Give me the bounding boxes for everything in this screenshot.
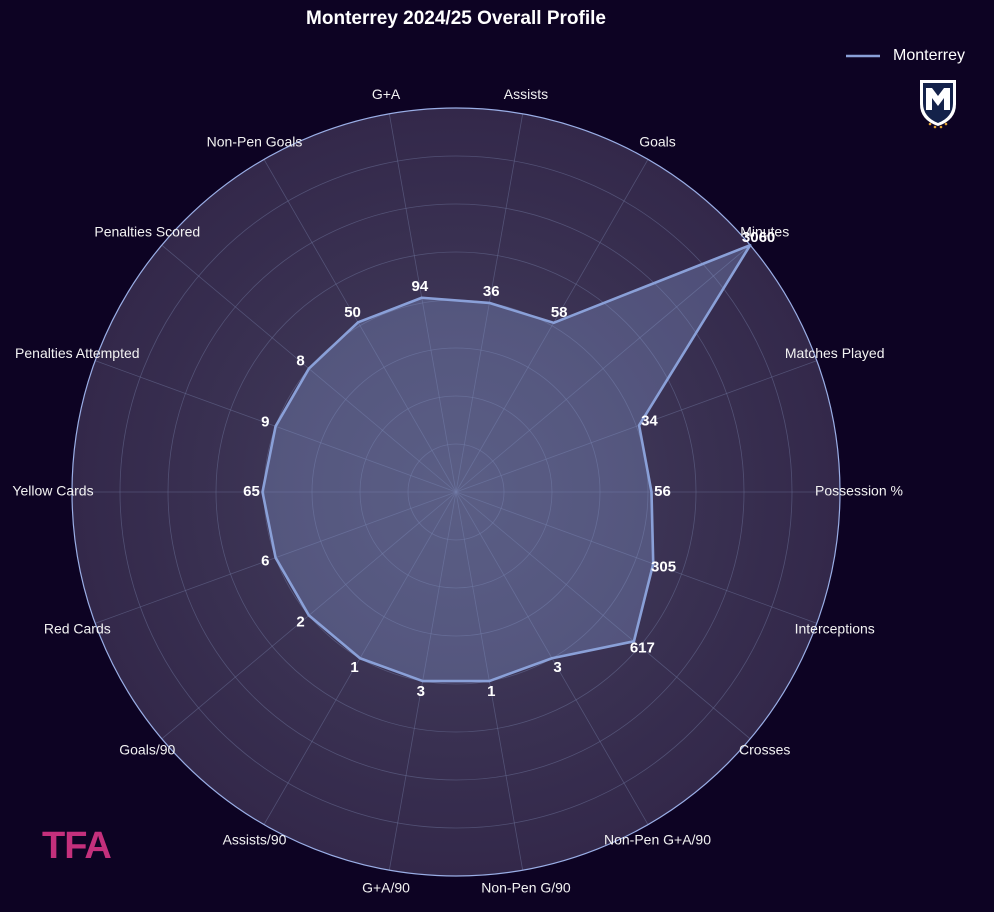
grid-spoke [263, 159, 457, 493]
grid-spoke [455, 159, 649, 493]
value-label: 9 [261, 414, 269, 431]
value-label: 56 [654, 483, 671, 500]
value-label: 34 [641, 413, 658, 430]
axis-label: Assists/90 [223, 832, 287, 848]
axis-label: G+A [372, 86, 401, 102]
axis-label: Red Cards [44, 621, 111, 637]
polar-frame [71, 107, 841, 877]
legend-label: Monterrey [893, 47, 965, 64]
axis-label: Crosses [739, 742, 790, 758]
value-label: 305 [651, 559, 676, 576]
value-label: 58 [551, 304, 568, 321]
axis-label: Goals [639, 134, 676, 150]
axis-label: Non-Pen G+A/90 [604, 832, 711, 848]
axis-label: Penalties Scored [94, 224, 200, 240]
value-label: 3060 [742, 229, 775, 246]
club-crest [920, 80, 956, 129]
value-label: 65 [243, 483, 260, 500]
value-label: 6 [261, 552, 269, 569]
value-label: 1 [350, 659, 358, 676]
axis-label: Assists [504, 86, 548, 102]
axis-label: Yellow Cards [12, 483, 93, 499]
value-label: 2 [296, 613, 304, 630]
grid-spoke [455, 244, 751, 493]
axis-label: G+A/90 [362, 880, 410, 896]
value-label: 8 [296, 352, 304, 369]
value-label: 50 [344, 304, 361, 321]
grid-spoke [388, 113, 457, 493]
axis-label: Goals/90 [119, 742, 175, 758]
axis-label: Possession % [815, 483, 903, 499]
chart-title: Monterrey 2024/25 Overall Profile [306, 8, 606, 29]
grid-spoke [455, 491, 817, 624]
axis-label: Minutes [740, 224, 789, 240]
brand-logo: TFA [42, 825, 111, 867]
value-label: 1 [487, 683, 495, 700]
axis-label: Penalties Attempted [15, 345, 140, 361]
value-label: 3 [417, 683, 425, 700]
value-label: 617 [630, 639, 655, 656]
value-label: 3 [553, 659, 561, 676]
grid-spoke [455, 360, 817, 493]
axis-label: Matches Played [785, 345, 885, 361]
axis-label: Non-Pen Goals [207, 134, 303, 150]
value-label: 94 [411, 278, 428, 295]
radar-area [261, 243, 752, 683]
grid-spoke [455, 491, 751, 740]
axis-label: Interceptions [795, 621, 875, 637]
value-label: 36 [483, 283, 500, 300]
axis-label: Non-Pen G/90 [481, 880, 571, 896]
